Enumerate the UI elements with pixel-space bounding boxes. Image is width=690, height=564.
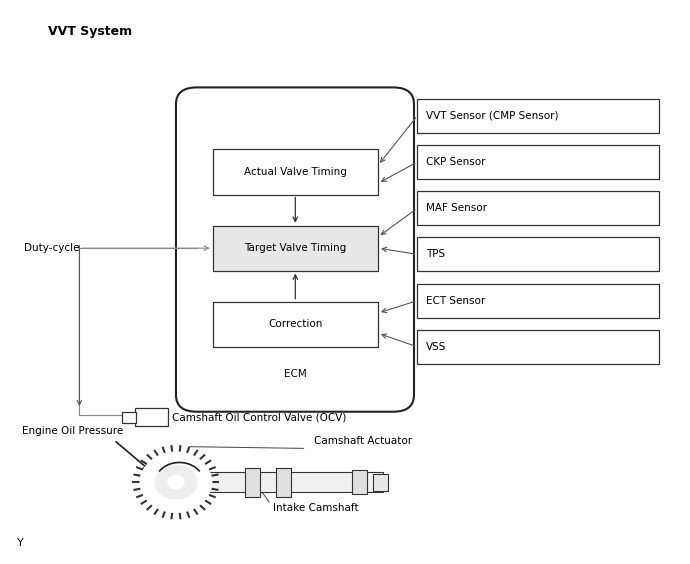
FancyBboxPatch shape bbox=[213, 149, 378, 195]
FancyBboxPatch shape bbox=[213, 302, 378, 347]
Circle shape bbox=[155, 465, 197, 499]
Text: Correction: Correction bbox=[268, 319, 322, 329]
Text: VSS: VSS bbox=[426, 342, 446, 352]
Circle shape bbox=[168, 475, 184, 489]
Text: Camshaft Actuator: Camshaft Actuator bbox=[314, 435, 412, 446]
Text: CKP Sensor: CKP Sensor bbox=[426, 157, 485, 167]
FancyBboxPatch shape bbox=[417, 330, 659, 364]
Bar bbox=[373, 474, 388, 491]
Bar bbox=[135, 408, 168, 426]
Text: Engine Oil Pressure: Engine Oil Pressure bbox=[22, 426, 124, 437]
Text: MAF Sensor: MAF Sensor bbox=[426, 203, 486, 213]
Text: Actual Valve Timing: Actual Valve Timing bbox=[244, 167, 347, 177]
FancyBboxPatch shape bbox=[417, 99, 659, 133]
FancyBboxPatch shape bbox=[176, 87, 414, 412]
Text: Y: Y bbox=[17, 538, 24, 548]
Text: ECM: ECM bbox=[284, 369, 306, 379]
FancyBboxPatch shape bbox=[417, 237, 659, 271]
Text: Target Valve Timing: Target Valve Timing bbox=[244, 243, 346, 253]
Bar bbox=[122, 412, 136, 423]
FancyBboxPatch shape bbox=[213, 226, 378, 271]
Bar bbox=[276, 468, 291, 497]
Text: Duty-cycle: Duty-cycle bbox=[24, 243, 79, 253]
FancyBboxPatch shape bbox=[417, 145, 659, 179]
Text: VVT System: VVT System bbox=[48, 25, 132, 38]
FancyBboxPatch shape bbox=[417, 284, 659, 318]
Bar bbox=[200, 472, 383, 492]
Text: VVT Sensor (CMP Sensor): VVT Sensor (CMP Sensor) bbox=[426, 111, 558, 121]
Text: TPS: TPS bbox=[426, 249, 445, 259]
Text: Intake Camshaft: Intake Camshaft bbox=[273, 503, 358, 513]
Circle shape bbox=[140, 453, 212, 512]
Text: Camshaft Oil Control Valve (OCV): Camshaft Oil Control Valve (OCV) bbox=[172, 412, 347, 422]
Bar bbox=[245, 468, 260, 497]
Text: ECT Sensor: ECT Sensor bbox=[426, 296, 485, 306]
FancyBboxPatch shape bbox=[417, 191, 659, 225]
Bar bbox=[352, 470, 367, 494]
